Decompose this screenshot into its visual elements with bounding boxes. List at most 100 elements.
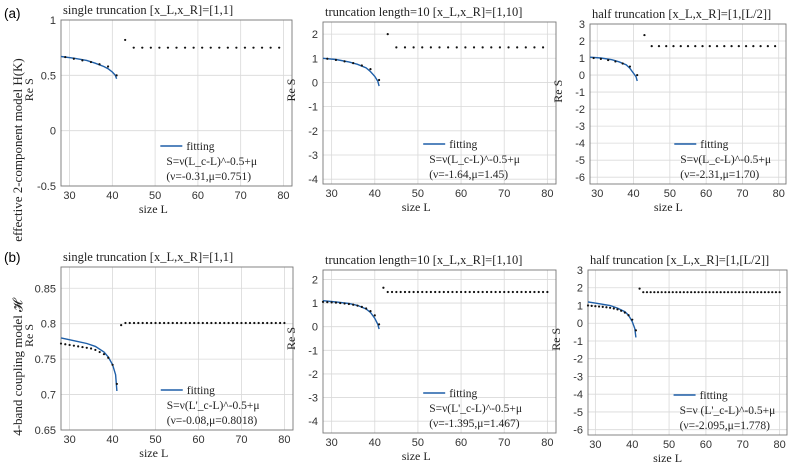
fitting-line — [322, 57, 380, 87]
data-point — [643, 33, 646, 37]
data-point — [665, 45, 668, 48]
chart-panel-2: 30 40 50 60 70 80 -4 -3 -2 -1 0 1 2 truncation length… — [284, 5, 557, 214]
data-point — [356, 304, 359, 307]
data-point — [115, 74, 118, 77]
y-tick-label: 0.75 — [35, 354, 56, 366]
data-point — [481, 290, 484, 294]
y-tick-label: 3 — [579, 19, 585, 31]
data-point — [455, 290, 458, 294]
data-point — [321, 300, 325, 303]
x-tick-label: 50 — [664, 188, 676, 200]
data-point — [693, 291, 696, 294]
plot-frame — [322, 269, 557, 434]
data-point — [149, 46, 152, 49]
data-point — [141, 46, 144, 49]
data-point — [686, 291, 689, 294]
plot-frame — [60, 266, 294, 431]
data-point — [72, 344, 75, 347]
data-point — [679, 291, 682, 294]
data-point — [408, 290, 411, 294]
x-tick-label: 80 — [541, 188, 553, 200]
chart-title: single truncation [x_L,x_R]=[1,1] — [63, 3, 233, 17]
fitting-line — [589, 56, 638, 82]
plot-frame — [322, 21, 557, 185]
legend-formula: S=ν(L_c-L)^-0.5+μ — [166, 156, 257, 168]
data-point — [734, 291, 737, 294]
data-point — [244, 321, 247, 325]
data-point — [708, 45, 711, 48]
x-tick-label: 40 — [627, 188, 639, 200]
y-tick-label: -6 — [573, 425, 583, 437]
y-tick-label: 0 — [312, 77, 318, 89]
x-tick-label: 50 — [412, 437, 424, 449]
row-b-label: 4-band coupling model 𝓗 — [10, 297, 25, 436]
plot-frame — [587, 269, 788, 436]
data-point — [771, 291, 774, 294]
data-point — [89, 60, 93, 64]
data-point — [638, 287, 641, 290]
data-point — [377, 323, 381, 326]
data-point — [171, 321, 174, 325]
y-axis-label: Re S — [22, 324, 36, 347]
data-point — [141, 321, 144, 325]
data-point — [425, 290, 428, 294]
chart-panel-3: 30 40 50 60 70 80 -6 -5 -4 -3 -2 -1 0 1 2 3 half truncat… — [551, 7, 787, 214]
row-b-tag: (b) — [4, 250, 21, 265]
data-point — [464, 46, 467, 49]
data-point — [447, 46, 450, 49]
data-point — [166, 46, 170, 49]
data-point — [81, 345, 84, 349]
data-point — [494, 290, 497, 294]
data-point — [243, 46, 247, 49]
y-axis-label: Re S — [22, 78, 36, 101]
row-a-tag: (a) — [4, 6, 21, 21]
y-tick-label: 1 — [312, 53, 318, 65]
data-point — [516, 290, 519, 294]
chart-panel-5: 30 40 50 60 70 80 -4 -3 -2 -1 0 1 2 truncation length… — [284, 253, 557, 462]
data-point — [442, 290, 445, 294]
x-tick-label: 70 — [235, 434, 247, 446]
data-point — [642, 291, 645, 294]
data-point — [481, 46, 484, 49]
data-point — [664, 291, 667, 294]
y-tick-label: -3 — [575, 121, 585, 133]
data-point — [745, 291, 748, 294]
data-point — [601, 305, 604, 309]
x-axis-label: size L — [402, 200, 431, 214]
data-point — [98, 63, 101, 66]
data-point — [657, 45, 661, 48]
data-point — [252, 46, 255, 49]
data-point — [723, 291, 726, 294]
x-tick-label: 30 — [326, 437, 338, 449]
legend-formula: S=ν(L_c-L)^-0.5+μ — [680, 154, 771, 166]
x-tick-label: 40 — [626, 439, 638, 451]
data-point — [459, 290, 463, 294]
data-point — [485, 290, 489, 294]
legend-params: (ν=-0.08,μ=0.8018) — [167, 415, 258, 427]
data-point — [609, 306, 612, 309]
y-tick-label: 2 — [577, 283, 583, 295]
data-point — [719, 291, 722, 294]
y-tick-label: -0.5 — [37, 181, 56, 193]
data-point — [197, 321, 200, 325]
x-tick-label: 70 — [498, 188, 510, 200]
y-tick-label: -3 — [573, 371, 583, 383]
data-point — [386, 290, 389, 294]
y-tick-label: -2 — [575, 104, 585, 116]
data-point — [59, 342, 63, 345]
x-tick-label: 40 — [106, 190, 118, 202]
data-point — [283, 321, 286, 325]
x-tick-label: 70 — [235, 190, 247, 202]
data-point — [634, 329, 638, 332]
data-point — [369, 310, 372, 313]
data-point — [541, 46, 545, 49]
data-point — [590, 304, 593, 307]
x-tick-label: 70 — [737, 439, 749, 451]
data-point — [334, 301, 338, 304]
data-point — [464, 290, 467, 294]
data-point — [377, 78, 381, 82]
data-point — [163, 321, 166, 325]
y-tick-label: 0.65 — [35, 425, 56, 437]
data-point — [682, 291, 685, 294]
